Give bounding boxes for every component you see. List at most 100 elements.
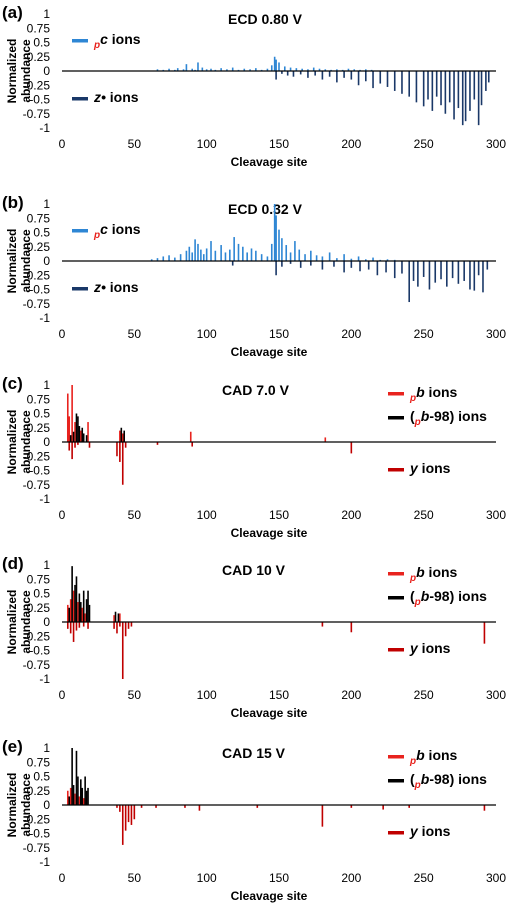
- x-tick-label: 150: [269, 137, 289, 151]
- legend-swatch: [388, 755, 404, 759]
- bar: [318, 68, 321, 71]
- y-tick-label: 0.5: [33, 770, 50, 784]
- bar: [256, 805, 259, 808]
- bar: [379, 71, 382, 84]
- bar: [357, 71, 360, 86]
- chart-title: CAD 15 V: [222, 745, 286, 761]
- bar: [428, 261, 431, 290]
- x-tick-label: 50: [128, 137, 142, 151]
- bar: [130, 622, 133, 627]
- bar: [201, 67, 204, 71]
- panel-label: (e): [2, 737, 23, 756]
- bar: [487, 71, 490, 83]
- bar: [483, 805, 486, 811]
- y-tick-label: 1: [43, 558, 50, 572]
- x-axis-title: Cleavage site: [231, 526, 308, 540]
- bar: [176, 68, 179, 71]
- y-axis-title: Normalizedabundance: [5, 229, 33, 294]
- bar: [75, 413, 78, 442]
- bar: [116, 622, 118, 634]
- bar: [168, 255, 170, 261]
- bar: [350, 71, 353, 80]
- bar: [336, 71, 338, 83]
- bar: [422, 261, 425, 277]
- bar: [480, 71, 483, 106]
- bar: [336, 258, 338, 261]
- bar: [77, 776, 79, 805]
- bar: [386, 259, 389, 261]
- bar: [69, 787, 72, 805]
- bar: [483, 622, 486, 644]
- bar: [72, 785, 75, 805]
- bar: [113, 615, 115, 622]
- bar: [435, 71, 438, 97]
- bar: [463, 261, 465, 281]
- bar: [315, 255, 318, 261]
- bar: [328, 71, 331, 77]
- bar: [292, 71, 295, 77]
- y-tick-label: -0.75: [23, 107, 51, 121]
- bar: [440, 71, 442, 106]
- y-tick-label: 0: [43, 615, 50, 629]
- x-tick-label: 250: [414, 137, 434, 151]
- bar: [365, 69, 367, 71]
- bar: [444, 71, 447, 114]
- legend-label: y ions: [409, 823, 451, 839]
- legend-label: pb ions: [409, 564, 458, 584]
- legend-label: pb ions: [409, 747, 458, 767]
- bar: [328, 252, 331, 261]
- bar: [133, 805, 136, 820]
- x-tick-label: 0: [59, 688, 66, 702]
- legend-label: (pb-98) ions: [410, 408, 487, 428]
- x-tick-label: 50: [128, 508, 142, 522]
- bar: [336, 69, 338, 71]
- y-tick-label: 0: [43, 254, 50, 268]
- y-tick-label: 0.75: [27, 21, 51, 35]
- bar: [321, 71, 324, 80]
- bar: [333, 261, 335, 267]
- y-tick-label: -1: [39, 311, 50, 325]
- bar: [324, 437, 327, 442]
- bar: [243, 68, 246, 71]
- bar: [408, 805, 410, 808]
- bar: [150, 259, 153, 261]
- bar: [71, 748, 73, 805]
- legend-item: pc ions: [72, 31, 141, 51]
- y-tick-label: -1: [39, 492, 50, 506]
- legend-swatch: [72, 39, 88, 43]
- x-tick-label: 250: [414, 688, 434, 702]
- bar: [85, 435, 88, 442]
- x-tick-label: 200: [341, 327, 361, 341]
- bar: [266, 256, 269, 261]
- bar: [205, 248, 208, 261]
- bar: [275, 59, 277, 71]
- legend-swatch: [388, 416, 404, 420]
- bar: [119, 622, 121, 627]
- bar: [80, 779, 82, 805]
- bar: [194, 239, 196, 261]
- bar: [273, 204, 276, 261]
- y-tick-label: 0.5: [33, 226, 50, 240]
- bar: [324, 69, 327, 71]
- bar: [372, 71, 374, 89]
- legend-item: (pb-98) ions: [388, 408, 487, 428]
- bar: [347, 68, 350, 71]
- bar: [415, 71, 418, 103]
- y-tick-label: -0.5: [29, 283, 50, 297]
- y-tick-label: -1: [39, 672, 50, 686]
- bar: [281, 261, 283, 267]
- x-tick-label: 300: [486, 327, 506, 341]
- x-tick-label: 100: [197, 688, 217, 702]
- bar: [382, 805, 384, 810]
- bar: [205, 69, 208, 71]
- bar: [140, 805, 143, 808]
- bar: [202, 254, 205, 261]
- legend-label: (pb-98) ions: [410, 771, 487, 791]
- bar: [312, 67, 315, 71]
- y-tick-label: 0.5: [33, 407, 50, 421]
- bar: [453, 71, 455, 120]
- bar: [242, 246, 244, 261]
- bar: [68, 796, 71, 805]
- bar: [448, 71, 451, 103]
- bar: [372, 257, 374, 261]
